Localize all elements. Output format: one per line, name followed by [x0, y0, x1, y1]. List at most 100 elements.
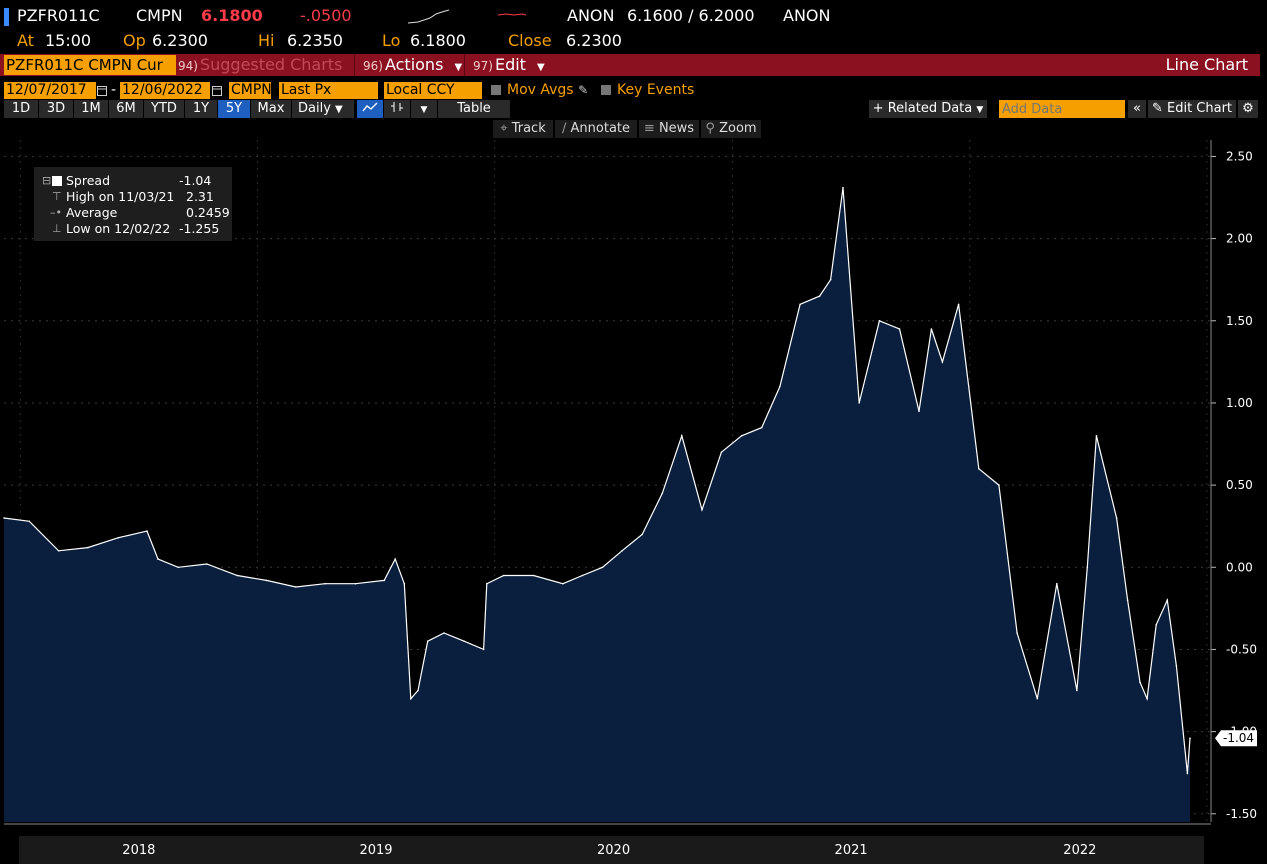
range-max[interactable]: Max [251, 100, 291, 118]
calendar-icon[interactable] [97, 81, 107, 99]
pencil-icon[interactable]: ✎ [578, 83, 589, 97]
annotate-tool[interactable]: ∕ Annotate [555, 120, 637, 138]
ticker[interactable]: PZFR011C [17, 6, 100, 25]
data-point-14 [383, 579, 386, 582]
track-tool[interactable]: ⌖ Track [493, 120, 553, 138]
pencil-icon: ✎ [1151, 101, 1163, 116]
data-point-6 [157, 558, 159, 560]
chart-type-label[interactable]: Line Chart [1165, 55, 1248, 74]
actions-menu[interactable]: 96) Actions ▼ [354, 54, 470, 76]
xtick-label-4: 2022 [1063, 843, 1096, 858]
range-ytd[interactable]: YTD [144, 100, 184, 118]
data-point-63 [1175, 665, 1178, 667]
legend-high: ⊤ High on 11/03/21 2.31 [52, 189, 214, 204]
data-point-31 [661, 492, 664, 495]
source-field[interactable]: CMPN [229, 82, 271, 99]
data-point-18 [417, 689, 419, 692]
mov-avgs-toggle[interactable]: Mov Avgs ✎ [491, 81, 588, 99]
data-point-1 [28, 520, 31, 523]
data-point-47 [941, 361, 944, 363]
xtick-label-top-2: 2020 [597, 843, 630, 858]
ytick-label-2: 1.50 [1226, 314, 1253, 328]
ytick-label-8: -1.50 [1226, 807, 1257, 821]
chart-style-dropdown[interactable]: ▼ [411, 100, 437, 118]
collapse-icon[interactable]: « [1128, 100, 1146, 118]
data-point-54 [1076, 689, 1078, 692]
range-3d[interactable]: 3D [39, 100, 73, 118]
high-label: Hi [258, 31, 275, 50]
data-point-15 [394, 558, 397, 560]
dropdown-arrow-icon: ▼ [454, 62, 463, 73]
frequency-selector[interactable]: Daily ▼ [292, 100, 354, 118]
edit-chart-button[interactable]: ✎ Edit Chart [1148, 100, 1236, 118]
data-point-45 [918, 410, 920, 413]
data-point-57 [1115, 517, 1118, 519]
xtick-label-top-0: 2018 [122, 843, 155, 858]
data-point-40 [829, 278, 832, 281]
data-point-11 [295, 586, 297, 588]
data-point-48 [957, 303, 960, 306]
series-area [4, 187, 1190, 822]
collapse-tree-icon[interactable]: ⊟ [42, 174, 52, 187]
xtick-label-0: 2018 [122, 843, 155, 858]
data-point-13 [354, 582, 357, 585]
data-point-29 [621, 550, 623, 552]
ytick-label-3: 1.00 [1226, 396, 1253, 410]
high-value: 6.2350 [287, 31, 343, 50]
data-point-49 [978, 467, 980, 470]
series-swatch [52, 176, 62, 186]
data-point-34 [720, 451, 723, 454]
data-point-59 [1139, 681, 1141, 684]
security-field[interactable]: PZFR011C CMPN Cur [4, 55, 176, 75]
data-point-0 [3, 517, 5, 519]
data-point-62 [1166, 599, 1169, 601]
range-1y[interactable]: 1Y [185, 100, 217, 118]
edit-menu[interactable]: 97) Edit ▼ [464, 54, 553, 76]
chart-legend[interactable]: ⊟ Spread -1.04 ⊤ High on 11/03/21 2.31 –… [34, 167, 232, 241]
checkbox-icon[interactable] [601, 85, 611, 95]
table-button[interactable]: Table [438, 100, 510, 118]
x-axis-band [19, 836, 1204, 864]
start-date-field[interactable]: 12/07/2017 [4, 82, 96, 99]
key-events-toggle[interactable]: Key Events [601, 81, 694, 99]
range-6m[interactable]: 6M [109, 100, 143, 118]
open-label: Op [123, 31, 146, 50]
news-tool[interactable]: ≡ News [639, 120, 699, 138]
legend-spread[interactable]: ⊟ Spread -1.04 [42, 173, 212, 188]
line-chart-icon[interactable] [357, 100, 383, 118]
add-data-input[interactable] [999, 100, 1125, 118]
quote-line-primary: PZFR011C CMPN 6.1800 -.0500 ANON 6.1600 … [0, 6, 1267, 28]
crosshair-icon: ⌖ [500, 121, 508, 136]
ytick-label-6: -0.50 [1226, 642, 1257, 656]
last-price: 6.1800 [201, 6, 263, 25]
field-selector[interactable]: Last Px [279, 82, 378, 99]
ytick-label-7: -1.00 [1226, 725, 1257, 739]
calendar-icon[interactable] [212, 81, 222, 99]
xtick-label-1: 2019 [359, 843, 392, 858]
data-point-28 [601, 566, 604, 569]
data-point-53 [1056, 582, 1058, 585]
net-change: -.0500 [300, 6, 352, 25]
last-value-label: -1.04 [1223, 731, 1254, 745]
checkbox-icon[interactable] [491, 85, 501, 95]
gear-icon[interactable]: ⚙ [1238, 100, 1258, 118]
data-point-46 [930, 328, 933, 330]
data-point-8 [206, 563, 208, 565]
xtick-label-2: 2020 [597, 843, 630, 858]
data-point-38 [799, 303, 801, 306]
end-date-field[interactable]: 12/06/2022 [120, 82, 210, 99]
ohlc-bars-icon[interactable] [384, 100, 410, 118]
range-5y[interactable]: 5Y [218, 100, 250, 118]
data-point-24 [502, 574, 505, 577]
data-point-2 [57, 550, 60, 552]
data-point-3 [87, 546, 89, 549]
data-point-51 [1016, 632, 1018, 634]
related-data-menu[interactable]: + Related Data ▼ [869, 100, 987, 118]
close-label: Close [508, 31, 552, 50]
range-1d[interactable]: 1D [4, 100, 38, 118]
suggested-charts-menu[interactable]: 94) Suggested Charts [178, 55, 343, 74]
range-1m[interactable]: 1M [74, 100, 108, 118]
currency-selector[interactable]: Local CCY [384, 82, 482, 99]
zoom-tool[interactable]: ⚲ Zoom [701, 120, 761, 138]
data-point-7 [177, 566, 179, 569]
